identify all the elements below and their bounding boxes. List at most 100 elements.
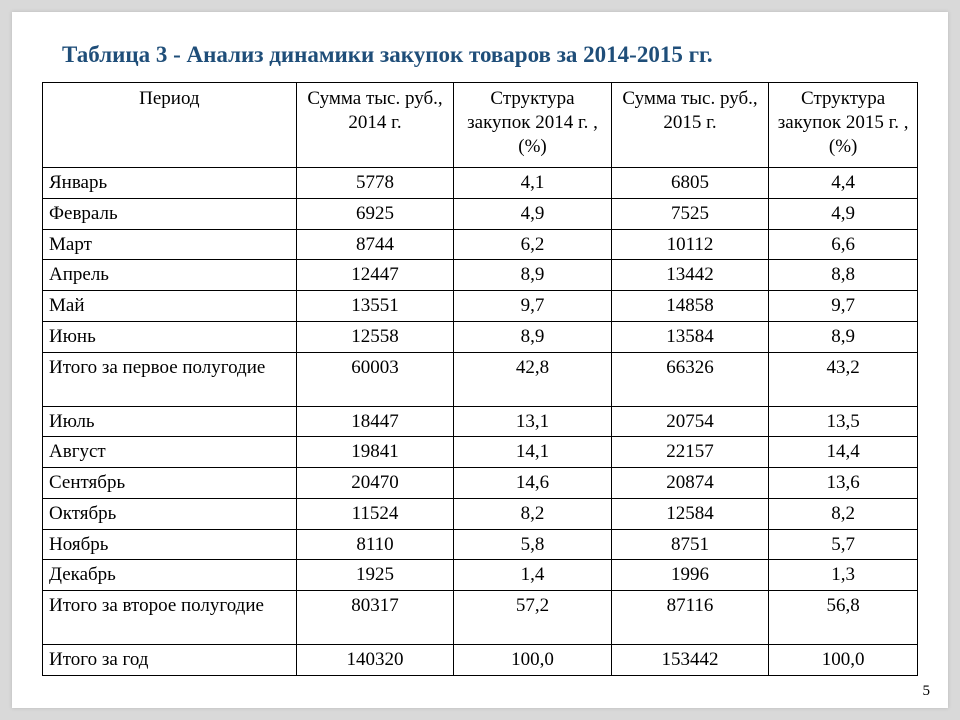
cell-value: 60003 bbox=[296, 352, 454, 406]
table-row: Март87446,2101126,6 bbox=[43, 229, 918, 260]
table-row: Январь57784,168054,4 bbox=[43, 168, 918, 199]
cell-value: 8,2 bbox=[454, 498, 612, 529]
table-row: Декабрь19251,419961,3 bbox=[43, 560, 918, 591]
cell-value: 6,2 bbox=[454, 229, 612, 260]
cell-value: 8110 bbox=[296, 529, 454, 560]
cell-value: 13,1 bbox=[454, 406, 612, 437]
cell-value: 4,4 bbox=[769, 168, 918, 199]
cell-value: 8744 bbox=[296, 229, 454, 260]
cell-value: 66326 bbox=[611, 352, 769, 406]
cell-value: 12584 bbox=[611, 498, 769, 529]
cell-value: 7525 bbox=[611, 198, 769, 229]
cell-value: 20470 bbox=[296, 468, 454, 499]
cell-value: 4,9 bbox=[769, 198, 918, 229]
cell-period: Ноябрь bbox=[43, 529, 297, 560]
cell-value: 12447 bbox=[296, 260, 454, 291]
cell-value: 56,8 bbox=[769, 591, 918, 645]
table-row: Итого за год140320100,0153442100,0 bbox=[43, 645, 918, 676]
cell-value: 10112 bbox=[611, 229, 769, 260]
table-row: Ноябрь81105,887515,7 bbox=[43, 529, 918, 560]
cell-value: 100,0 bbox=[769, 645, 918, 676]
cell-value: 8,9 bbox=[454, 321, 612, 352]
cell-value: 14,6 bbox=[454, 468, 612, 499]
cell-value: 13,5 bbox=[769, 406, 918, 437]
cell-period: Июль bbox=[43, 406, 297, 437]
cell-value: 8,8 bbox=[769, 260, 918, 291]
table-row: Май135519,7148589,7 bbox=[43, 291, 918, 322]
cell-value: 100,0 bbox=[454, 645, 612, 676]
cell-value: 87116 bbox=[611, 591, 769, 645]
cell-period: Февраль bbox=[43, 198, 297, 229]
cell-value: 6805 bbox=[611, 168, 769, 199]
cell-value: 14,4 bbox=[769, 437, 918, 468]
table-row: Февраль69254,975254,9 bbox=[43, 198, 918, 229]
col-header-struct-2015: Структура закупок 2015 г. ,(%) bbox=[769, 83, 918, 168]
cell-value: 5778 bbox=[296, 168, 454, 199]
cell-value: 1925 bbox=[296, 560, 454, 591]
cell-value: 19841 bbox=[296, 437, 454, 468]
cell-value: 13,6 bbox=[769, 468, 918, 499]
cell-period: Декабрь bbox=[43, 560, 297, 591]
cell-value: 18447 bbox=[296, 406, 454, 437]
cell-period: Июнь bbox=[43, 321, 297, 352]
cell-value: 80317 bbox=[296, 591, 454, 645]
table-row: Август1984114,12215714,4 bbox=[43, 437, 918, 468]
cell-value: 12558 bbox=[296, 321, 454, 352]
table-row: Сентябрь2047014,62087413,6 bbox=[43, 468, 918, 499]
cell-value: 22157 bbox=[611, 437, 769, 468]
cell-value: 20754 bbox=[611, 406, 769, 437]
col-header-period: Период bbox=[43, 83, 297, 168]
table-row: Итого за второе полугодие8031757,2871165… bbox=[43, 591, 918, 645]
cell-value: 1,3 bbox=[769, 560, 918, 591]
cell-period: Итого за первое полугодие bbox=[43, 352, 297, 406]
cell-value: 14858 bbox=[611, 291, 769, 322]
cell-value: 14,1 bbox=[454, 437, 612, 468]
cell-value: 57,2 bbox=[454, 591, 612, 645]
cell-period: Сентябрь bbox=[43, 468, 297, 499]
table-row: Июль1844713,12075413,5 bbox=[43, 406, 918, 437]
cell-period: Итого за второе полугодие bbox=[43, 591, 297, 645]
cell-value: 42,8 bbox=[454, 352, 612, 406]
cell-period: Май bbox=[43, 291, 297, 322]
cell-period: Апрель bbox=[43, 260, 297, 291]
table-row: Октябрь115248,2125848,2 bbox=[43, 498, 918, 529]
table-header-row: Период Сумма тыс. руб., 2014 г. Структур… bbox=[43, 83, 918, 168]
cell-value: 8,9 bbox=[769, 321, 918, 352]
cell-value: 6925 bbox=[296, 198, 454, 229]
table-row: Июнь125588,9135848,9 bbox=[43, 321, 918, 352]
cell-period: Итого за год bbox=[43, 645, 297, 676]
cell-value: 4,1 bbox=[454, 168, 612, 199]
cell-value: 9,7 bbox=[769, 291, 918, 322]
cell-value: 43,2 bbox=[769, 352, 918, 406]
cell-value: 140320 bbox=[296, 645, 454, 676]
slide: Таблица 3 - Анализ динамики закупок това… bbox=[12, 12, 948, 708]
cell-value: 1,4 bbox=[454, 560, 612, 591]
data-table: Период Сумма тыс. руб., 2014 г. Структур… bbox=[42, 82, 918, 676]
cell-value: 5,7 bbox=[769, 529, 918, 560]
cell-value: 153442 bbox=[611, 645, 769, 676]
col-header-struct-2014: Структура закупок 2014 г. ,(%) bbox=[454, 83, 612, 168]
cell-value: 8,2 bbox=[769, 498, 918, 529]
cell-value: 1996 bbox=[611, 560, 769, 591]
cell-value: 13551 bbox=[296, 291, 454, 322]
col-header-sum-2014: Сумма тыс. руб., 2014 г. bbox=[296, 83, 454, 168]
table-row: Апрель124478,9134428,8 bbox=[43, 260, 918, 291]
cell-period: Август bbox=[43, 437, 297, 468]
col-header-sum-2015: Сумма тыс. руб., 2015 г. bbox=[611, 83, 769, 168]
cell-period: Март bbox=[43, 229, 297, 260]
cell-value: 6,6 bbox=[769, 229, 918, 260]
cell-value: 8751 bbox=[611, 529, 769, 560]
page-number: 5 bbox=[923, 683, 931, 700]
cell-period: Январь bbox=[43, 168, 297, 199]
table-row: Итого за первое полугодие6000342,8663264… bbox=[43, 352, 918, 406]
cell-value: 13584 bbox=[611, 321, 769, 352]
cell-value: 13442 bbox=[611, 260, 769, 291]
cell-period: Октябрь bbox=[43, 498, 297, 529]
cell-value: 4,9 bbox=[454, 198, 612, 229]
page-title: Таблица 3 - Анализ динамики закупок това… bbox=[62, 42, 918, 68]
cell-value: 9,7 bbox=[454, 291, 612, 322]
cell-value: 8,9 bbox=[454, 260, 612, 291]
cell-value: 11524 bbox=[296, 498, 454, 529]
cell-value: 20874 bbox=[611, 468, 769, 499]
cell-value: 5,8 bbox=[454, 529, 612, 560]
